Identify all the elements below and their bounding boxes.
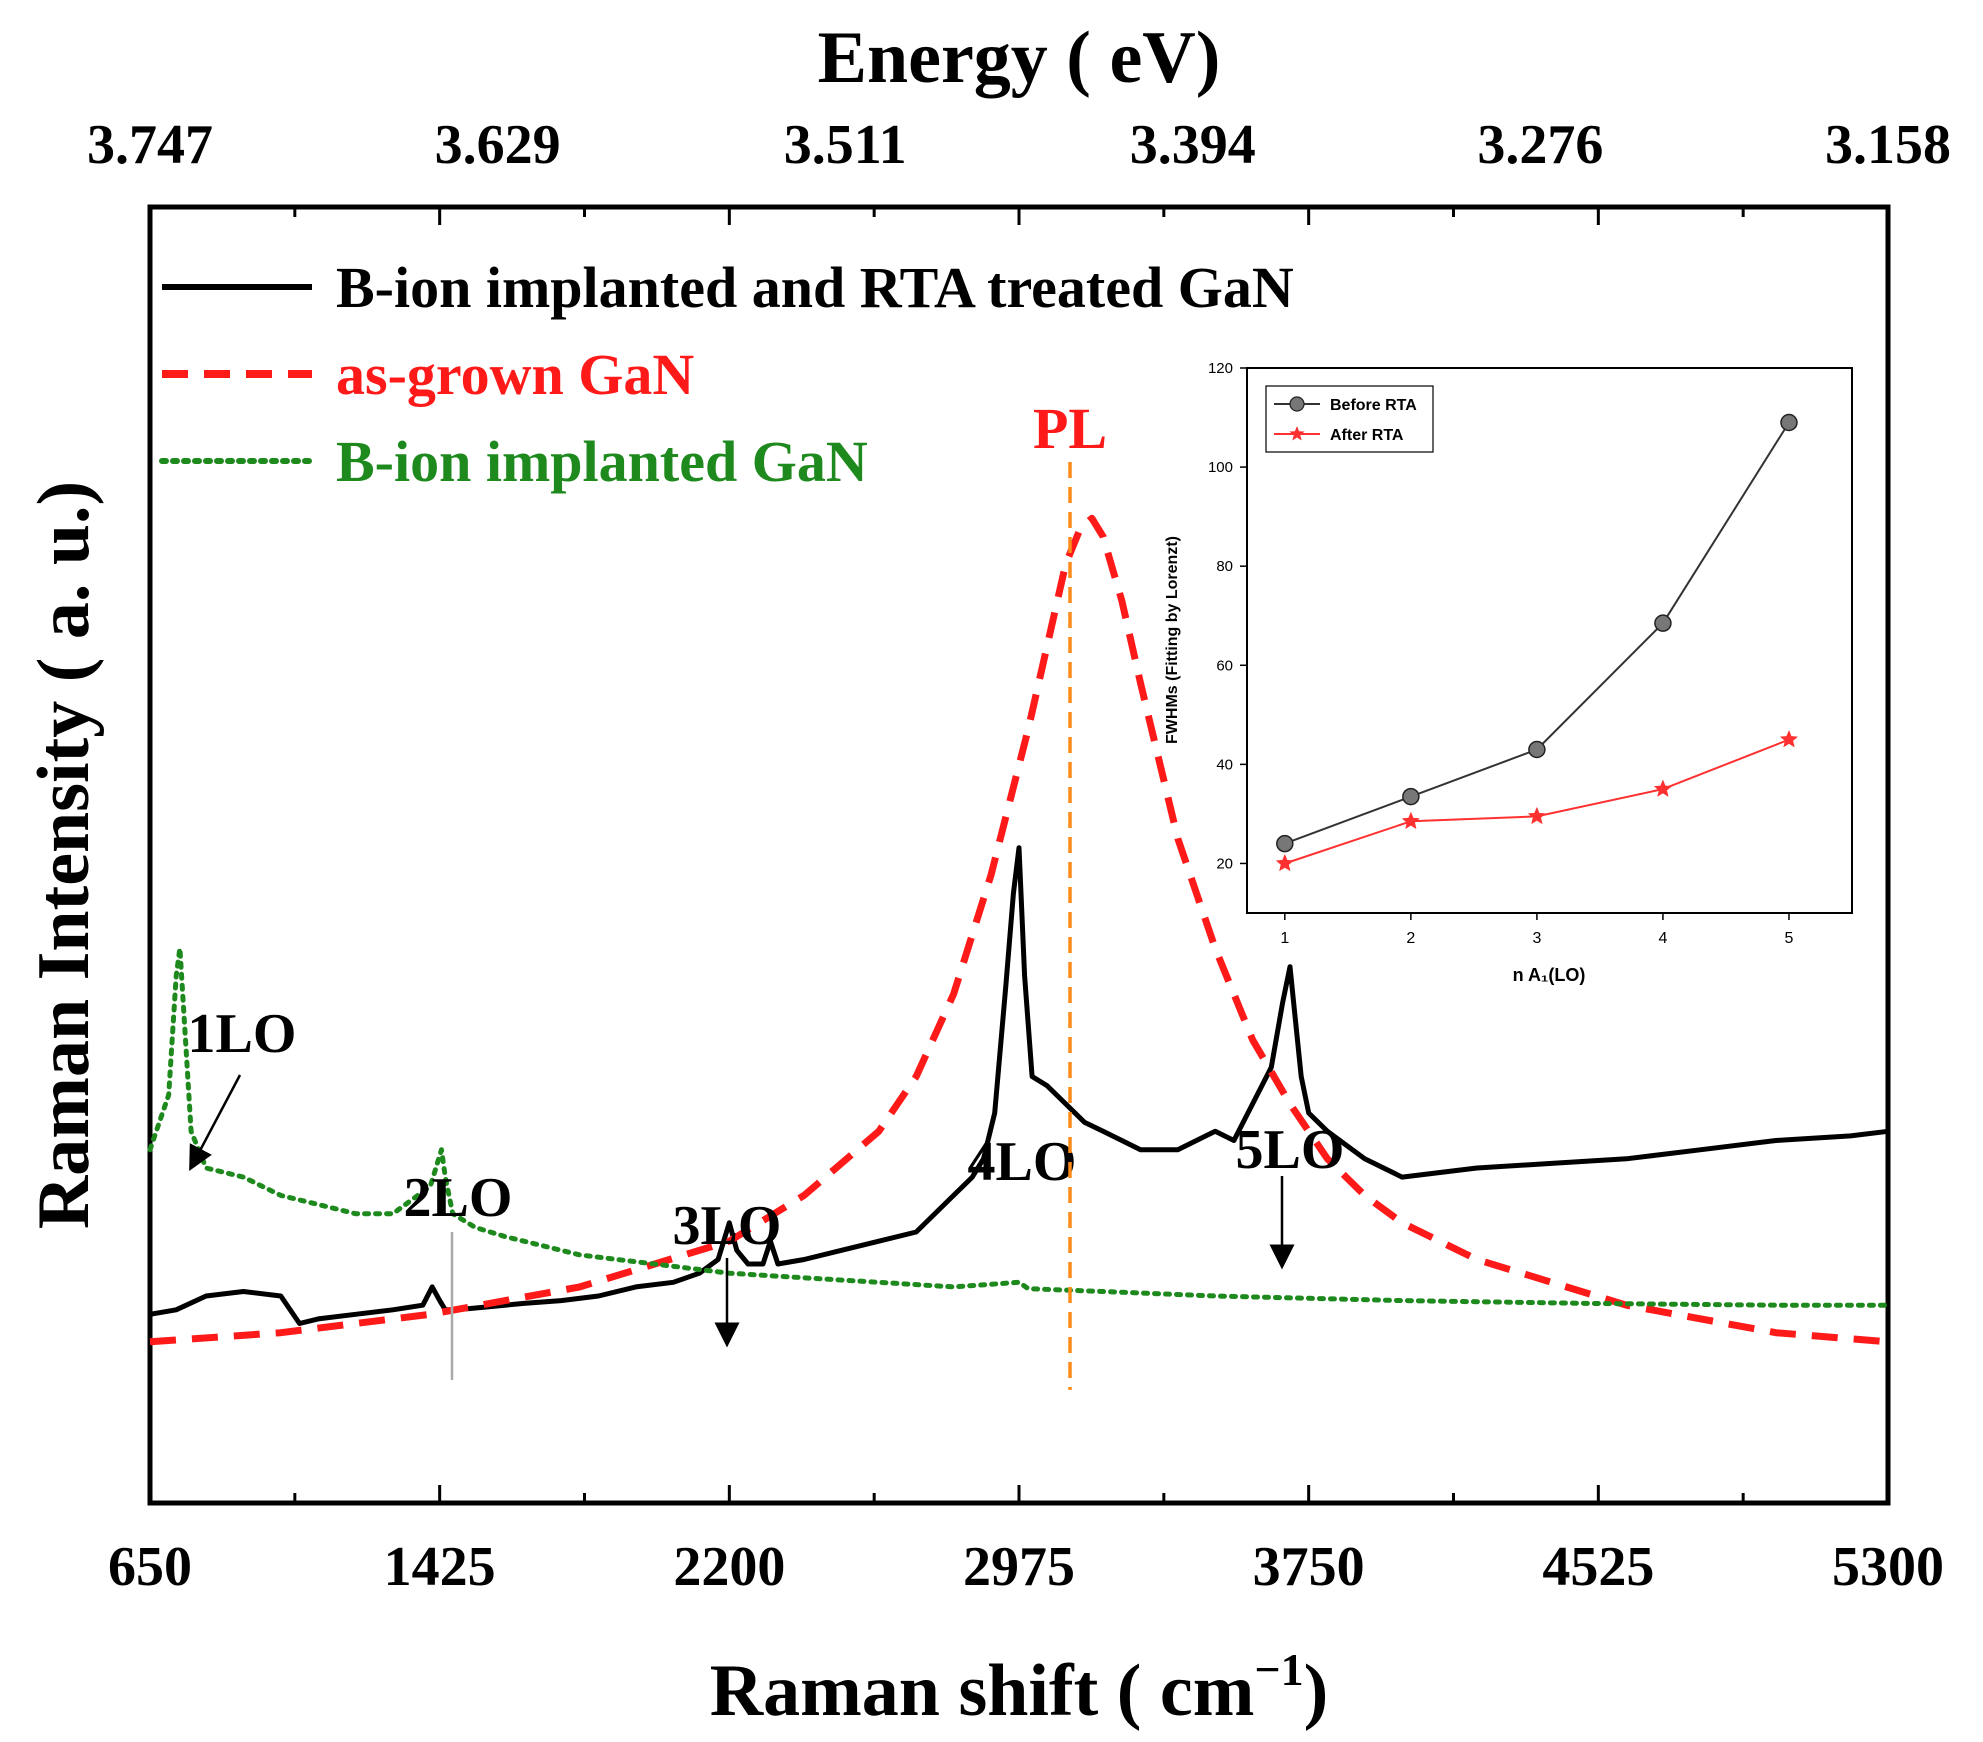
- top-tick-label: 3.747: [87, 114, 213, 176]
- series-line-1: [149, 845, 1889, 1326]
- annotation-line-1lo: [189, 1074, 242, 1172]
- annotation-label-4lo: 4LO: [968, 1131, 1077, 1193]
- inset-background: [1247, 368, 1852, 913]
- legend-label-3: B-ion implanted GaN: [336, 429, 868, 494]
- inset-series-group: [1275, 413, 1799, 872]
- top-tick-label: 3.629: [435, 114, 561, 176]
- x-axis-title-sup: −1: [1254, 1644, 1303, 1695]
- annotation-label-pl: PL: [1033, 396, 1107, 461]
- annotation-label-1lo: 1LO: [188, 1003, 297, 1065]
- inset-legend: Before RTA After RTA: [1265, 385, 1434, 453]
- inset-point-circle: [1276, 834, 1294, 853]
- x-axis-title-main: Raman shift ( cm: [710, 1650, 1255, 1732]
- inset-point-circle: [1402, 787, 1420, 806]
- inset-point-circle: [1780, 413, 1798, 432]
- inset-point-star: [1653, 779, 1673, 797]
- inset-point-star: [1401, 811, 1421, 830]
- top-axis-title: Energy ( eV): [818, 17, 1221, 99]
- x-tick-label: 1425: [384, 1536, 496, 1598]
- inset-x-tick-label: 2: [1406, 930, 1415, 947]
- inset-y-tick-label: 100: [1208, 459, 1233, 476]
- inset-y-tick-label: 80: [1216, 558, 1233, 575]
- x-axis-title: Raman shift ( cm−1): [710, 1644, 1329, 1732]
- inset-x-tick-label: 1: [1280, 930, 1289, 947]
- inset-legend-label-1: Before RTA: [1330, 397, 1417, 414]
- inset-y-tick-label: 20: [1216, 855, 1233, 872]
- top-axis-ticks: 3.747 3.629 3.511 3.394 3.276 3.158: [87, 114, 1951, 225]
- x-tick-label: 2975: [963, 1536, 1075, 1598]
- inset-x-tick-label: 3: [1532, 930, 1541, 947]
- bottom-axis-ticks: 650 1425 2200 2975 3750 4525 5300: [108, 1485, 1944, 1598]
- top-tick-label: 3.394: [1130, 114, 1256, 176]
- inset-legend-marker-2: [1289, 426, 1305, 441]
- x-tick-label: 4525: [1542, 1536, 1654, 1598]
- top-tick-label: 3.276: [1477, 114, 1603, 176]
- x-tick-label: 3750: [1253, 1536, 1365, 1598]
- x-tick-label: 5300: [1832, 1536, 1944, 1598]
- main-series-group: [147, 514, 1891, 1346]
- inset-point-circle: [1528, 740, 1546, 759]
- annotation-label-2lo: 2LO: [404, 1167, 513, 1229]
- inset-plot-frame: [1246, 367, 1853, 914]
- inset-point-circle: [1654, 614, 1672, 632]
- series-line-2: [149, 514, 1889, 1346]
- inset-x-tick-label: 5: [1785, 930, 1794, 947]
- top-tick-label: 3.511: [784, 114, 907, 176]
- top-tick-label: 3.158: [1825, 114, 1951, 176]
- annotation-label-5lo: 5LO: [1236, 1119, 1345, 1181]
- inset-legend-marker-1: [1289, 396, 1305, 412]
- inset-point-star: [1779, 729, 1799, 748]
- main-legend: B-ion implanted and RTA treated GaN as-gr…: [159, 255, 1294, 494]
- x-tick-label: 2200: [673, 1536, 785, 1598]
- inset-point-star: [1527, 806, 1547, 825]
- legend-label-1: B-ion implanted and RTA treated GaN: [336, 255, 1294, 320]
- legend-label-2: as-grown GaN: [336, 342, 694, 407]
- inset-x-axis-title: n A₁(LO): [1513, 965, 1586, 985]
- series-line-3: [147, 945, 1891, 1308]
- x-axis-title-close: ): [1304, 1650, 1329, 1732]
- inset-legend-box: [1265, 385, 1434, 453]
- x-tick-label: 650: [108, 1536, 192, 1598]
- inset-point-star: [1275, 853, 1295, 872]
- annotation-label-3lo: 3LO: [673, 1195, 782, 1257]
- peak-annotations: 1LO 2LO 3LO 4LO 5LO PL: [188, 396, 1345, 1390]
- inset-y-axis-title: FWHMs (Fitting by Lorenzt): [1164, 536, 1181, 744]
- inset-legend-label-2: After RTA: [1330, 427, 1404, 444]
- y-axis-title: Raman Intensity ( a. u.): [23, 481, 105, 1229]
- inset-axis-ticks: 1 2 3 4 5 20 40 60 80 100 120: [1208, 360, 1794, 947]
- inset-y-tick-label: 40: [1216, 756, 1233, 773]
- inset-y-tick-label: 120: [1208, 360, 1233, 377]
- inset-x-tick-label: 4: [1658, 930, 1667, 947]
- inset-y-tick-label: 60: [1216, 657, 1233, 674]
